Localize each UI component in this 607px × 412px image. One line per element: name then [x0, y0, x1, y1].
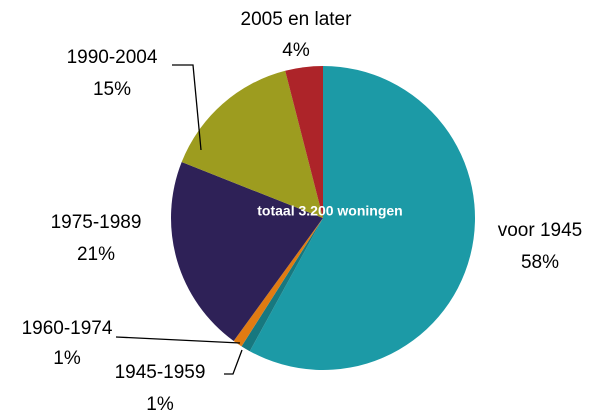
leader-line	[172, 64, 202, 151]
slice-label: voor 1945	[498, 220, 583, 241]
slice-label: 2005 en later	[241, 9, 353, 30]
pie-slice	[249, 66, 476, 370]
pie-slice	[233, 218, 323, 347]
value-label: 1%	[146, 394, 174, 412]
value-label: 58%	[521, 252, 559, 273]
leader-line	[224, 349, 243, 375]
slice-label: 1975-1989	[51, 212, 142, 233]
pie-slice	[241, 218, 323, 352]
pie-slice	[181, 70, 323, 218]
value-label: 21%	[77, 244, 115, 265]
value-label: 4%	[282, 40, 310, 61]
value-label: 15%	[93, 79, 131, 100]
pie-slice	[171, 162, 323, 341]
slice-label: 1945-1959	[115, 362, 206, 383]
leader-line	[115, 336, 241, 344]
slice-label: 1960-1974	[22, 318, 113, 339]
center-annotation: totaal 3.200 woningen	[257, 203, 402, 219]
pie-slice	[285, 66, 323, 218]
slice-label: 1990-2004	[67, 47, 158, 68]
value-label: 1%	[53, 348, 81, 369]
pie	[171, 66, 476, 370]
